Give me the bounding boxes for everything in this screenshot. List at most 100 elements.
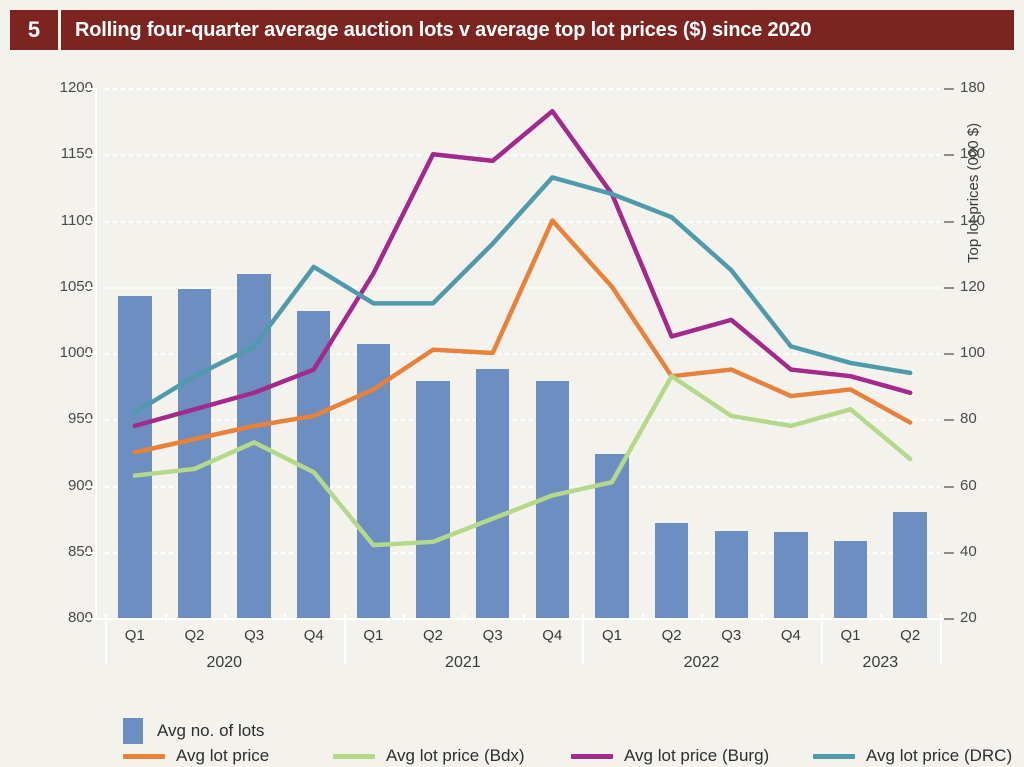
chart-number-badge: 5 — [10, 10, 58, 50]
plot-region — [87, 88, 949, 622]
x-axis-tick — [522, 614, 525, 622]
x-axis-tick — [462, 614, 465, 622]
legend-item-avg-lot-price-bdx-[interactable]: Avg lot price (Bdx) — [333, 746, 525, 766]
x-axis-tick — [105, 614, 107, 622]
bar — [774, 531, 808, 618]
bar — [475, 368, 510, 618]
legend-item-avg-lot-price-burg-[interactable]: Avg lot price (Burg) — [571, 746, 769, 766]
y-axis-right-tick-label: 180 — [960, 79, 986, 96]
y-axis-right-tick-label: 140 — [960, 211, 986, 229]
y-axis-right-tick-label: 80 — [960, 410, 977, 428]
x-axis-tick — [940, 614, 942, 622]
y-axis-left-tick — [85, 419, 97, 422]
legend-item-avg-lot-price[interactable]: Avg lot price — [123, 746, 269, 766]
bar — [118, 296, 152, 618]
bar — [714, 530, 748, 618]
bar — [833, 541, 868, 618]
legend-row-bars: Avg no. of lots — [123, 718, 264, 744]
line-avg-lot-price-drc- — [132, 175, 913, 415]
x-axis-quarter-label: Q2 — [423, 627, 444, 644]
x-axis-quarter-label: Q1 — [840, 627, 861, 644]
x-axis-year-label: 2021 — [445, 654, 481, 671]
bar — [654, 522, 689, 618]
y-axis-left-tick — [85, 286, 97, 289]
x-axis-tick — [582, 614, 585, 622]
line-avg-lot-price-burg- — [132, 108, 913, 429]
gridline — [105, 154, 940, 157]
x-axis-year-label: 2020 — [206, 654, 243, 671]
y-axis-right-tick — [944, 220, 954, 223]
x-axis-tick — [880, 614, 883, 622]
legend-label: Avg lot price (Bdx) — [386, 746, 525, 765]
legend-label: Avg no. of lots — [157, 721, 265, 740]
chart-area: Average number of lots Top lot prices (0… — [0, 58, 1024, 767]
x-axis-tick — [283, 614, 286, 622]
gridline — [105, 353, 940, 355]
legend-swatch-line-icon — [571, 753, 613, 759]
header-divider — [58, 10, 61, 50]
y-axis-left-tick — [85, 485, 97, 488]
x-axis-year-label: 2022 — [683, 654, 720, 671]
y-axis-right-tick — [944, 353, 954, 355]
x-axis-quarter-label: Q4 — [542, 627, 563, 644]
y-axis-left-tick-label: 1150 — [60, 145, 93, 163]
legend-label: Avg lot price (Burg) — [624, 746, 770, 765]
x-axis-year-label: 2023 — [862, 654, 899, 671]
gridline — [105, 485, 940, 488]
bar — [416, 380, 450, 618]
line-avg-lot-price — [132, 218, 913, 455]
legend-item-avg-no-of-lots[interactable]: Avg no. of lots — [123, 718, 264, 744]
gridline — [105, 551, 940, 554]
legend-swatch-bar-icon — [123, 718, 143, 744]
y-axis-right-title: Top lot prices (000 $) — [965, 122, 982, 263]
year-separator — [105, 620, 107, 664]
x-axis-quarter-label: Q1 — [363, 627, 384, 644]
y-axis-right-tick-label: 20 — [960, 609, 977, 626]
legend-label: Avg lot price — [176, 746, 270, 765]
year-separator — [343, 620, 346, 664]
y-axis-left-tick — [85, 88, 97, 90]
gridline — [105, 220, 940, 223]
y-axis-left-tick-label: 1000 — [59, 344, 93, 361]
y-axis-right-tick-label: 120 — [960, 277, 986, 295]
line-series — [132, 108, 913, 548]
x-axis-tick — [701, 614, 704, 622]
x-axis-quarter-label: Q4 — [303, 627, 324, 644]
y-axis-left-tick-label: 900 — [67, 476, 93, 494]
bar — [893, 512, 927, 618]
y-axis-left-tick-label: 1200 — [59, 79, 93, 96]
x-axis-tick — [820, 614, 823, 622]
x-axis-quarter-label: Q2 — [184, 627, 205, 644]
y-axis-left-tick-label: 950 — [67, 410, 93, 428]
y-axis-right-tick-label: 100 — [960, 344, 986, 361]
y-axis-right-tick — [944, 618, 954, 620]
y-axis-right-tick — [944, 551, 954, 554]
x-axis-tick — [164, 614, 167, 622]
y-axis-left-tick — [85, 618, 97, 620]
x-axis-tick — [403, 614, 406, 622]
x-axis-quarter-label: Q1 — [601, 627, 622, 644]
y-axis-left-tick-label: 1050 — [59, 277, 93, 295]
line-avg-lot-price-bdx- — [132, 373, 913, 548]
legend-label: Avg lot price (DRC) — [866, 746, 1013, 765]
bar — [177, 289, 212, 618]
x-axis-quarter-label: Q2 — [900, 627, 921, 644]
y-axis-right-tick — [944, 485, 954, 488]
x-axis-quarter-label: Q4 — [780, 627, 801, 644]
y-axis-left-tick — [85, 154, 97, 157]
legend-swatch-line-icon — [333, 753, 375, 759]
gridline — [105, 88, 940, 90]
y-axis-right-tick — [944, 286, 954, 289]
legend-swatch-line-icon — [123, 753, 165, 759]
gridline — [105, 419, 940, 422]
y-axis-left-tick-label: 850 — [67, 542, 93, 560]
legend-item-avg-lot-price-drc-[interactable]: Avg lot price (DRC) — [813, 746, 1012, 766]
y-axis-right-tick-label: 40 — [960, 542, 977, 560]
y-axis-left-tick — [85, 220, 97, 223]
y-axis-left-tick — [85, 551, 97, 554]
x-axis-tick — [761, 614, 764, 622]
chart-header: 5 Rolling four-quarter average auction l… — [10, 10, 1014, 50]
x-axis-tick — [224, 614, 227, 622]
x-axis-quarter-label: Q2 — [661, 627, 682, 644]
